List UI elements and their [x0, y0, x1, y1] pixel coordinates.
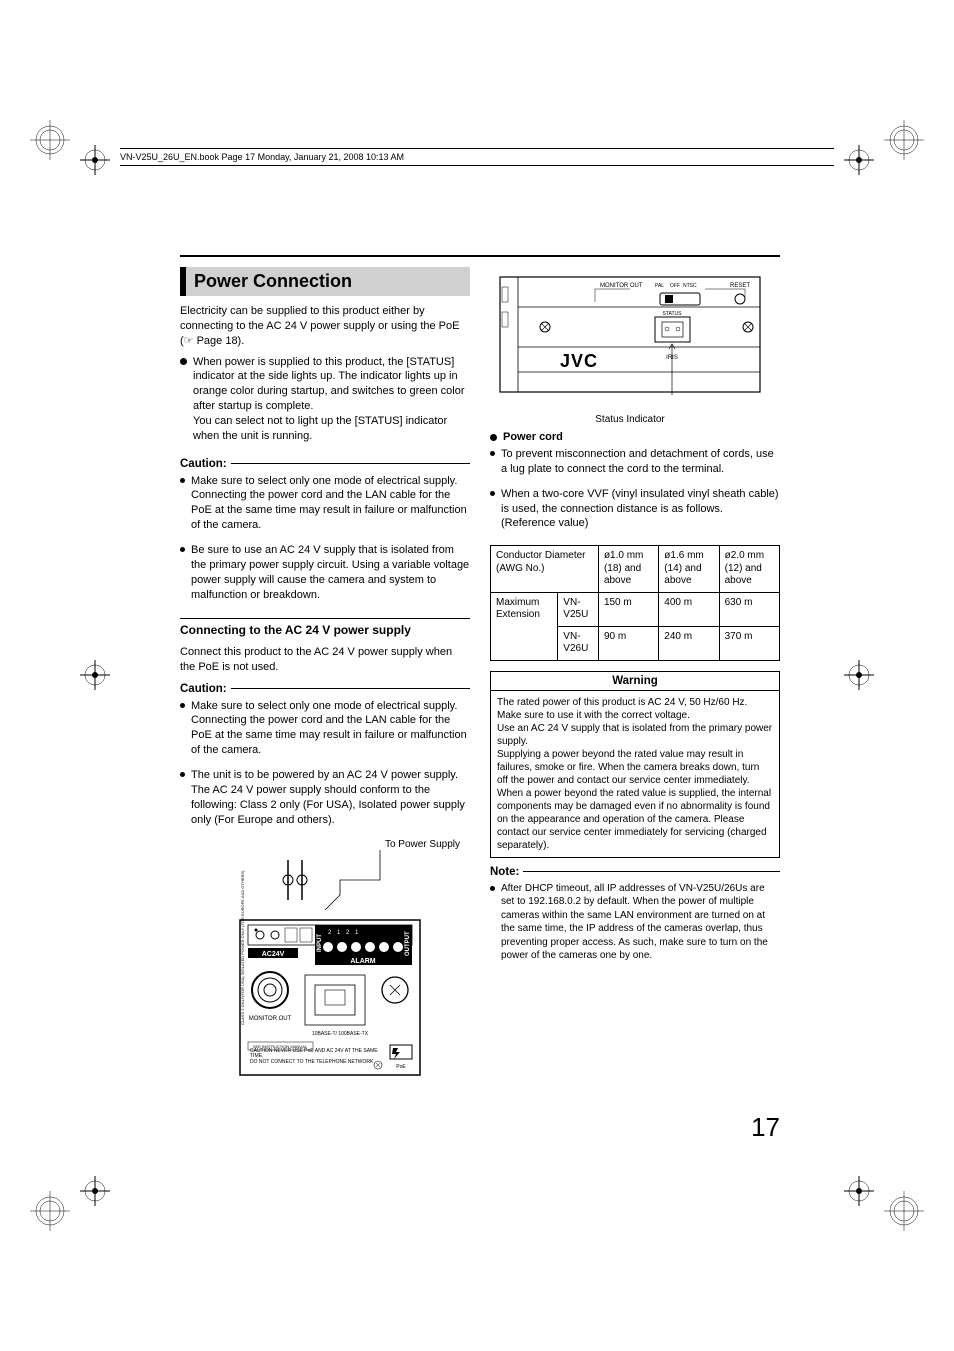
- td: Maximum Extension: [491, 592, 558, 660]
- svg-text:ALARM: ALARM: [350, 958, 375, 965]
- bullet-icon: [180, 547, 185, 552]
- caution-label: Caution:: [180, 683, 227, 695]
- td: 400 m: [659, 592, 719, 626]
- caution-item: Make sure to select only one mode of ele…: [191, 699, 470, 758]
- crop-mark-bl: [30, 1191, 70, 1231]
- warning-heading: Warning: [491, 672, 779, 691]
- caution-item: The unit is to be powered by an AC 24 V …: [191, 768, 470, 827]
- svg-text:OFF: OFF: [670, 283, 680, 289]
- crop-mark-tl: [30, 120, 70, 160]
- th: ø1.0 mm (18) and above: [598, 546, 658, 593]
- register-mark-icon: [844, 660, 874, 690]
- distance-table: Conductor Diameter (AWG No.) ø1.0 mm (18…: [490, 545, 780, 661]
- caution-heading: Caution:: [180, 458, 470, 470]
- register-mark-icon: [80, 660, 110, 690]
- warning-box: Warning The rated power of this product …: [490, 671, 780, 858]
- svg-text:PoE: PoE: [396, 1064, 406, 1070]
- bullet-icon: [180, 772, 185, 777]
- caution-item: Be sure to use an AC 24 V supply that is…: [191, 543, 470, 602]
- page-content: Power Connection Electricity can be supp…: [180, 255, 780, 1083]
- svg-text:OUTPUT: OUTPUT: [405, 931, 411, 956]
- td: 240 m: [659, 626, 719, 660]
- diagram-caution-text: CAUTION NEVER USE PoE AND AC 24V AT THE …: [250, 1049, 380, 1066]
- svg-text:2 1 2 1: 2 1 2 1: [328, 930, 360, 936]
- svg-text:PAL: PAL: [655, 283, 664, 289]
- th: ø1.6 mm (14) and above: [659, 546, 719, 593]
- register-mark-icon: [80, 145, 110, 175]
- note-heading: Note:: [490, 866, 780, 878]
- header-text: VN-V25U_26U_EN.book Page 17 Monday, Janu…: [120, 152, 404, 162]
- to-power-label: To Power Supply: [230, 839, 460, 850]
- section-title: Power Connection: [180, 267, 470, 296]
- note-item: After DHCP timeout, all IP addresses of …: [501, 882, 780, 963]
- th: ø2.0 mm (12) and above: [719, 546, 779, 593]
- svg-text:NTSC: NTSC: [683, 283, 697, 289]
- sub-intro: Connect this product to the AC 24 V powe…: [180, 645, 470, 675]
- power-cord-item: To prevent misconnection and detachment …: [501, 447, 780, 477]
- caution-heading: Caution:: [180, 683, 470, 695]
- td: 630 m: [719, 592, 779, 626]
- status-bullet: When power is supplied to this product, …: [193, 355, 470, 444]
- crop-mark-tr: [884, 120, 924, 160]
- td: 90 m: [598, 626, 658, 660]
- terminal-diagram: To Power Supply: [210, 839, 440, 1083]
- top-rule: [180, 255, 780, 257]
- print-header: VN-V25U_26U_EN.book Page 17 Monday, Janu…: [120, 148, 834, 166]
- svg-text:STATUS: STATUS: [663, 311, 683, 317]
- td: 370 m: [719, 626, 779, 660]
- power-cord-item: When a two-core VVF (vinyl insulated vin…: [501, 487, 780, 532]
- warning-body: The rated power of this product is AC 24…: [491, 691, 779, 857]
- bullet-icon: [180, 478, 185, 483]
- caution-item: Make sure to select only one mode of ele…: [191, 474, 470, 533]
- caution-label: Caution:: [180, 458, 227, 470]
- bullet-icon: [180, 358, 187, 365]
- svg-text:RESET: RESET: [730, 283, 750, 289]
- svg-text:MONITOR OUT: MONITOR OUT: [249, 1016, 292, 1022]
- th: Conductor Diameter (AWG No.): [491, 546, 599, 593]
- side-panel-diagram: MONITOR OUT PAL OFF NTSC RESET STATUS: [490, 267, 770, 425]
- td: VN-V25U: [558, 592, 599, 626]
- svg-text:10BASE-T/ 100BASE-TX: 10BASE-T/ 100BASE-TX: [312, 1031, 369, 1037]
- right-column: MONITOR OUT PAL OFF NTSC RESET STATUS: [490, 267, 780, 1083]
- intro-text: Electricity can be supplied to this prod…: [180, 304, 470, 349]
- page-number: 17: [751, 1112, 780, 1143]
- bullet-icon: [490, 451, 495, 456]
- power-cord-label: Power cord: [503, 431, 563, 443]
- svg-text:CLASS 2 ONLY(FOR USA) ISOLATED: CLASS 2 ONLY(FOR USA) ISOLATED POWER ONL…: [240, 870, 245, 1025]
- bullet-icon: [490, 434, 497, 441]
- sub-heading: Connecting to the AC 24 V power supply: [180, 618, 470, 639]
- td: 150 m: [598, 592, 658, 626]
- td: VN-V26U: [558, 626, 599, 660]
- svg-text:AC24V: AC24V: [262, 951, 285, 958]
- svg-text:MONITOR OUT: MONITOR OUT: [600, 283, 643, 289]
- bullet-icon: [490, 491, 495, 496]
- left-column: Power Connection Electricity can be supp…: [180, 267, 470, 1083]
- register-mark-icon: [844, 1176, 874, 1206]
- svg-text:INPUT: INPUT: [317, 934, 323, 952]
- register-mark-icon: [844, 145, 874, 175]
- note-label: Note:: [490, 866, 519, 878]
- svg-text:JVC: JVC: [560, 351, 598, 371]
- bullet-icon: [490, 886, 495, 891]
- register-mark-icon: [80, 1176, 110, 1206]
- diagram-caption: Status Indicator: [490, 414, 770, 425]
- bullet-icon: [180, 703, 185, 708]
- crop-mark-br: [884, 1191, 924, 1231]
